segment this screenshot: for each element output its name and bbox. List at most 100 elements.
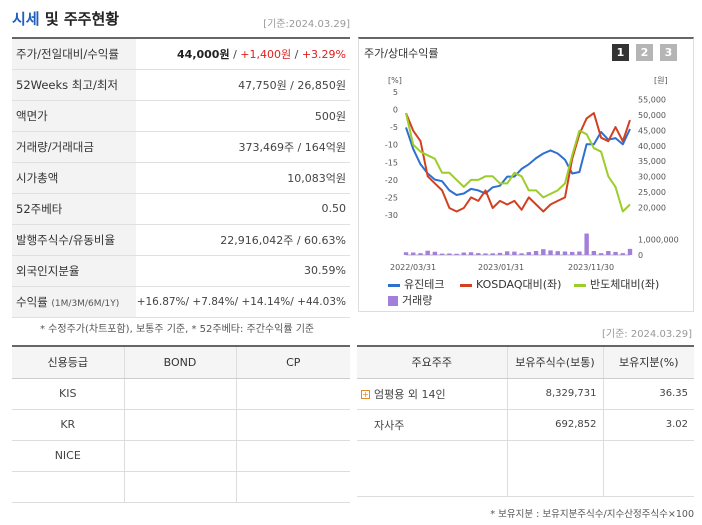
section-title: 시세 및 주주현황 bbox=[12, 8, 119, 29]
quote-label: 52주베타 bbox=[12, 193, 136, 224]
quote-value: 0.50 bbox=[136, 193, 350, 224]
right-tick-label: 25,000 bbox=[638, 188, 666, 197]
volume-bar bbox=[440, 254, 444, 255]
legend-stock-swatch bbox=[388, 284, 400, 287]
volume-bar bbox=[592, 251, 596, 255]
volume-bar bbox=[599, 253, 603, 255]
returns-value: +16.87%/ +7.84%/ +14.14%/ +44.03% bbox=[136, 286, 350, 317]
quote-value: 10,083억원 bbox=[136, 162, 350, 193]
volume-bar bbox=[577, 251, 581, 255]
legend-label: 유진테크 bbox=[404, 278, 444, 291]
volume-tick-label: 0 bbox=[638, 251, 643, 260]
volume-bar bbox=[621, 253, 625, 255]
x-tick-label: 2023/11/30 bbox=[568, 263, 614, 272]
cp-cell bbox=[236, 471, 350, 502]
volume-bar bbox=[498, 253, 502, 255]
chart-page-1-button[interactable]: 1 bbox=[612, 44, 629, 61]
quote-value: 500원 bbox=[136, 100, 350, 131]
volume-bar bbox=[469, 252, 473, 255]
stock-price-line bbox=[406, 127, 630, 195]
expand-plus-icon[interactable]: + bbox=[361, 390, 370, 399]
holders-footnote: * 보유지분 : 보유지분주식수/지수산정주식수×100 bbox=[490, 506, 694, 520]
title-accent: 시세 bbox=[12, 10, 40, 28]
quote-row: 액면가 500원 bbox=[12, 100, 350, 131]
quote-label: 발행주식수/유동비율 bbox=[12, 224, 136, 255]
quote-label: 수익률 (1M/3M/6M/1Y) bbox=[12, 286, 136, 317]
volume-bar bbox=[541, 249, 545, 255]
left-tick-label: -15 bbox=[385, 158, 398, 167]
holder-shares bbox=[507, 440, 603, 496]
credit-header: CP bbox=[236, 346, 350, 378]
holder-pct: 36.35 bbox=[603, 378, 694, 409]
price-change: +1,400원 bbox=[240, 48, 291, 61]
volume-bar bbox=[447, 253, 451, 255]
table-row: 자사주 692,852 3.02 bbox=[357, 409, 694, 440]
returns-label: 수익률 bbox=[16, 295, 48, 309]
table-row: + 엄평용 외 14인 8,329,731 36.35 bbox=[357, 378, 694, 409]
holder-pct bbox=[603, 440, 694, 496]
table-row bbox=[12, 471, 350, 502]
volume-bar bbox=[512, 252, 516, 255]
volume-bar bbox=[527, 252, 531, 255]
right-tick-label: 40,000 bbox=[638, 142, 666, 151]
volume-bar bbox=[519, 253, 523, 255]
volume-bar bbox=[606, 251, 610, 255]
quote-row: 발행주식수/유동비율 22,916,042주 / 60.63% bbox=[12, 224, 350, 255]
chart-page-2-button[interactable]: 2 bbox=[636, 44, 653, 61]
holder-shares: 692,852 bbox=[507, 409, 603, 440]
left-tick-label: -20 bbox=[385, 176, 398, 185]
left-tick-label: -10 bbox=[385, 141, 398, 150]
legend-semi: 반도체대비(좌) bbox=[574, 276, 659, 292]
holder-name bbox=[357, 440, 507, 496]
volume-bar bbox=[570, 252, 574, 255]
credit-rating-table: 신용등급 BOND CP KIS KR NICE bbox=[12, 345, 350, 503]
left-axis-unit: [%] bbox=[388, 76, 402, 85]
cp-cell bbox=[236, 378, 350, 409]
volume-tick-label: 1,000,000 bbox=[638, 236, 679, 245]
chart-page-3-button[interactable]: 3 bbox=[660, 44, 677, 61]
quote-label: 외국인지분율 bbox=[12, 255, 136, 286]
left-tick-label: -30 bbox=[385, 211, 398, 220]
quote-row: 시가총액 10,083억원 bbox=[12, 162, 350, 193]
legend-volume-swatch bbox=[388, 296, 398, 306]
volume-bar bbox=[491, 253, 495, 255]
volume-bar bbox=[433, 252, 437, 255]
holder-name-cell[interactable]: + 엄평용 외 14인 bbox=[357, 378, 507, 409]
quote-label: 52Weeks 최고/최저 bbox=[12, 69, 136, 100]
agency-cell: KR bbox=[12, 409, 124, 440]
bond-cell bbox=[124, 409, 236, 440]
legend-label: 반도체대비(좌) bbox=[590, 278, 659, 291]
quote-row: 52주베타 0.50 bbox=[12, 193, 350, 224]
right-tick-label: 55,000 bbox=[638, 96, 666, 105]
title-rest: 및 주주현황 bbox=[40, 10, 119, 28]
holders-header: 주요주주 bbox=[357, 346, 507, 378]
bond-cell bbox=[124, 378, 236, 409]
quote-value: 47,750원 / 26,850원 bbox=[136, 69, 350, 100]
left-tick-label: -25 bbox=[385, 193, 398, 202]
agency-cell: NICE bbox=[12, 440, 124, 471]
legend-label: KOSDAQ대비(좌) bbox=[476, 278, 561, 291]
holder-name: 엄평용 외 14인 bbox=[374, 388, 446, 401]
volume-bar bbox=[584, 234, 588, 255]
holders-header: 보유지분(%) bbox=[603, 346, 694, 378]
agency-cell: KIS bbox=[12, 378, 124, 409]
volume-bar bbox=[628, 249, 632, 255]
table-row bbox=[357, 440, 694, 496]
shareholders-table: 주요주주 보유주식수(보통) 보유지분(%) + 엄평용 외 14인 8,329,… bbox=[357, 345, 694, 497]
kosdaq-relative-line bbox=[406, 113, 630, 211]
volume-bar bbox=[563, 251, 567, 255]
volume-bar bbox=[425, 251, 429, 255]
quote-footnote: * 수정주가(차트포함), 보통주 기준, * 52주베타: 주간수익률 기준 bbox=[40, 320, 314, 335]
table-row: NICE bbox=[12, 440, 350, 471]
x-tick-label: 2022/03/31 bbox=[390, 263, 436, 272]
holder-name: 자사주 bbox=[357, 409, 507, 440]
volume-bar bbox=[404, 252, 408, 255]
holders-base-date: [기준: 2024.03.29] bbox=[602, 325, 692, 340]
volume-bar bbox=[556, 251, 560, 255]
volume-bar bbox=[483, 253, 487, 255]
credit-header: BOND bbox=[124, 346, 236, 378]
right-tick-label: 45,000 bbox=[638, 126, 666, 135]
price-chart: [%] [원] 5 0 -5 -10 -15 -20 -25 -30 55,000 50,000 4… bbox=[358, 70, 694, 275]
agency-cell bbox=[12, 471, 124, 502]
cp-cell bbox=[236, 440, 350, 471]
